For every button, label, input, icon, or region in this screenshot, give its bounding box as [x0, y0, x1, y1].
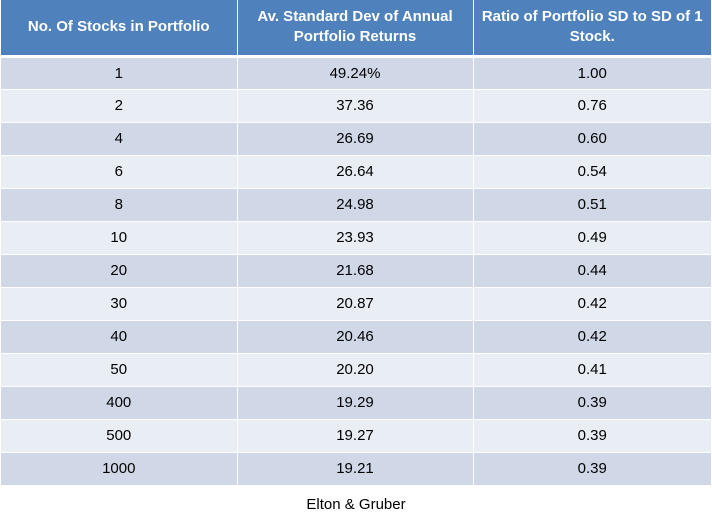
cell-avg-sd: 23.93	[237, 221, 474, 255]
table-row: 1000 19.21 0.39	[1, 452, 711, 486]
cell-num-stocks: 30	[1, 287, 238, 321]
cell-ratio: 0.39	[473, 386, 711, 420]
table-row: 40 20.46 0.42	[1, 320, 711, 354]
cell-avg-sd: 19.27	[237, 419, 474, 453]
cell-ratio: 0.54	[473, 155, 711, 189]
cell-ratio: 0.60	[473, 122, 711, 156]
cell-num-stocks: 4	[1, 122, 238, 156]
table-row: 400 19.29 0.39	[1, 386, 711, 420]
table-row: 50 20.20 0.41	[1, 353, 711, 387]
cell-ratio: 0.49	[473, 221, 711, 255]
table-row: 2 37.36 0.76	[1, 89, 711, 123]
header-avg-sd: Av. Standard Dev of Annual Portfolio Ret…	[237, 0, 474, 58]
cell-ratio: 0.76	[473, 89, 711, 123]
cell-avg-sd: 21.68	[237, 254, 474, 288]
table-row: 1 49.24% 1.00	[1, 56, 711, 90]
cell-avg-sd: 37.36	[237, 89, 474, 123]
cell-avg-sd: 26.69	[237, 122, 474, 156]
table-row: 20 21.68 0.44	[1, 254, 711, 288]
cell-avg-sd: 19.21	[237, 452, 474, 486]
header-row: No. Of Stocks in Portfolio Av. Standard …	[1, 0, 711, 58]
cell-num-stocks: 500	[1, 419, 238, 453]
cell-num-stocks: 400	[1, 386, 238, 420]
table-row: 4 26.69 0.60	[1, 122, 711, 156]
cell-avg-sd: 19.29	[237, 386, 474, 420]
cell-ratio: 0.51	[473, 188, 711, 222]
cell-avg-sd: 20.87	[237, 287, 474, 321]
cell-num-stocks: 1	[1, 56, 238, 90]
cell-num-stocks: 2	[1, 89, 238, 123]
cell-num-stocks: 20	[1, 254, 238, 288]
header-num-stocks: No. Of Stocks in Portfolio	[1, 0, 238, 58]
table-row: 30 20.87 0.42	[1, 287, 711, 321]
cell-ratio: 0.42	[473, 320, 711, 354]
table-row: 10 23.93 0.49	[1, 221, 711, 255]
cell-num-stocks: 40	[1, 320, 238, 354]
cell-ratio: 0.39	[473, 419, 711, 453]
cell-avg-sd: 49.24%	[237, 56, 474, 90]
table-body: 1 49.24% 1.00 2 37.36 0.76 4 26.69 0.60 6 26.64 0.5…	[1, 56, 711, 486]
header-ratio: Ratio of Portfolio SD to SD of 1 Stock.	[473, 0, 711, 58]
cell-num-stocks: 6	[1, 155, 238, 189]
source-caption: Elton & Gruber	[306, 496, 406, 513]
cell-num-stocks: 10	[1, 221, 238, 255]
cell-num-stocks: 8	[1, 188, 238, 222]
cell-ratio: 0.44	[473, 254, 711, 288]
table-row: 8 24.98 0.51	[1, 188, 711, 222]
cell-avg-sd: 20.20	[237, 353, 474, 387]
portfolio-sd-table: No. Of Stocks in Portfolio Av. Standard …	[1, 0, 711, 486]
cell-ratio: 0.39	[473, 452, 711, 486]
cell-avg-sd: 26.64	[237, 155, 474, 189]
cell-num-stocks: 1000	[1, 452, 238, 486]
cell-ratio: 0.42	[473, 287, 711, 321]
table-row: 500 19.27 0.39	[1, 419, 711, 453]
cell-avg-sd: 24.98	[237, 188, 474, 222]
cell-num-stocks: 50	[1, 353, 238, 387]
cell-ratio: 1.00	[473, 56, 711, 90]
cell-avg-sd: 20.46	[237, 320, 474, 354]
cell-ratio: 0.41	[473, 353, 711, 387]
table-row: 6 26.64 0.54	[1, 155, 711, 189]
